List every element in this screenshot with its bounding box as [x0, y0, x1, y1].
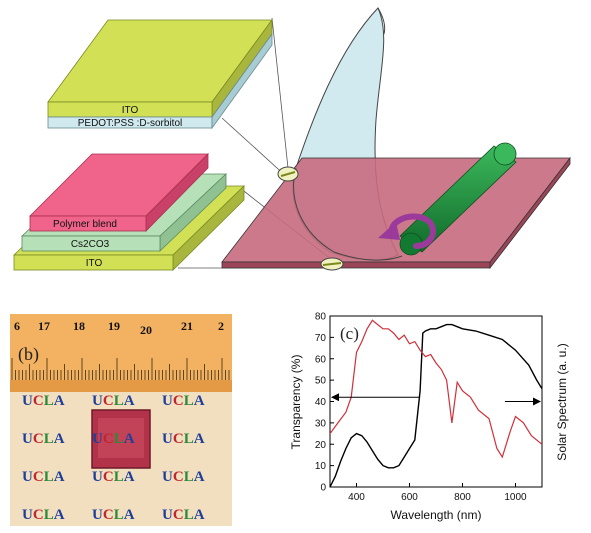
- x-tick-label: 1000: [504, 492, 527, 503]
- solar-spectrum-series-line: [329, 319, 543, 459]
- ucla-text: UCLA: [92, 431, 135, 447]
- ruler-number: 21: [181, 319, 193, 333]
- ruler-number: 17: [38, 319, 50, 333]
- panel-c-chart: 0 10 20 30 40 50 60 70 80 400 600 800 1000 (c) Wave…: [289, 312, 569, 523]
- pedot-right-face: [211, 32, 273, 130]
- ucla-text: UCLA: [162, 469, 205, 485]
- polymer-label: Polymer blend: [53, 219, 117, 230]
- ucla-text: UCLA: [22, 431, 65, 447]
- ito-base-front-face: [13, 254, 174, 271]
- y-tick-label: 30: [315, 418, 327, 429]
- rotation-arrow-icon: [378, 213, 436, 249]
- x-tick-label: 800: [454, 492, 471, 503]
- y-tick-label: 0: [320, 483, 326, 494]
- y-tick-label: 60: [315, 354, 327, 365]
- ucla-text: UCLA: [92, 507, 135, 523]
- ucla-text: UCLA: [22, 469, 65, 485]
- panel-c-label: (c): [340, 324, 359, 343]
- ucla-text: UCLA: [162, 431, 205, 447]
- ucla-text: UCLA: [162, 393, 205, 409]
- y-tick-label: 70: [315, 333, 327, 344]
- y-tick-label: 20: [315, 440, 327, 451]
- ito-base-label: ITO: [86, 258, 103, 269]
- y-tick-label: 40: [315, 397, 327, 408]
- panel-a: ITO PEDOT:PSS :D-sorbitol Polymer blend …: [13, 7, 571, 271]
- film-edge: [377, 7, 386, 35]
- y-axis-ticks: 0 10 20 30 40 50 60 70 80: [315, 312, 334, 494]
- ucla-text: UCLA: [92, 469, 135, 485]
- x-axis-title: Wavelength (nm): [391, 508, 482, 522]
- panel-b-label: (b): [18, 344, 39, 365]
- x-axis-ticks: 400 600 800 1000: [348, 483, 527, 503]
- ucla-text: UCLA: [162, 507, 205, 523]
- ruler-number: 18: [73, 319, 85, 333]
- ucla-text: UCLA: [92, 393, 135, 409]
- y-tick-label: 10: [315, 461, 327, 472]
- cs2co3-front-face: [21, 235, 161, 252]
- ucla-text: UCLA: [22, 507, 65, 523]
- ruler-number: 6: [14, 319, 20, 333]
- pedot-label: PEDOT:PSS :D-sorbitol: [78, 118, 182, 129]
- x-tick-label: 400: [348, 492, 365, 503]
- ito-top-label: ITO: [122, 105, 139, 116]
- cs2co3-label: Cs2CO3: [71, 239, 110, 250]
- y-tick-label: 80: [315, 312, 327, 323]
- ruler-numbers: 6 17 18 19 20 21 2: [14, 319, 224, 337]
- y-axis-title: Transparency (%): [289, 355, 303, 450]
- film-bottom-curve: [293, 167, 403, 261]
- base-substrate: [221, 156, 571, 270]
- ucla-grid: UCLA UCLA UCLA UCLA UCLA UCLA UCLA UCLA UCLA UCLA…: [22, 393, 205, 523]
- x-tick-label: 600: [401, 492, 418, 503]
- top-layer-stack: ITO PEDOT:PSS :D-sorbitol: [47, 18, 273, 130]
- ruler-number: 19: [108, 319, 120, 333]
- polymer-front-face: [29, 215, 147, 232]
- y2-axis-title: Solar Spectrum (a. u.): [555, 343, 569, 460]
- y-tick-label: 50: [315, 376, 327, 387]
- ruler-ticks: [11, 358, 230, 380]
- ucla-text: UCLA: [22, 393, 65, 409]
- ruler-number: 20: [140, 323, 152, 337]
- ruler-number: 2: [218, 319, 224, 333]
- bottom-layer-stack: Polymer blend Cs2CO3 ITO: [13, 153, 245, 271]
- transparency-series-line: [329, 323, 543, 488]
